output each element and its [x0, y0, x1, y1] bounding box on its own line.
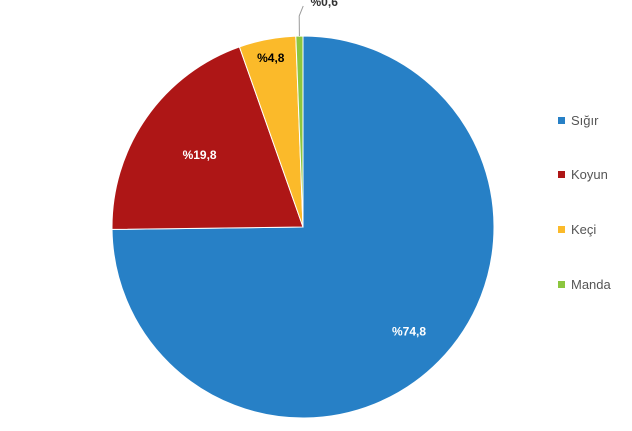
legend-item-keci[interactable]: Keçi [558, 221, 596, 237]
legend-swatch-keci [558, 225, 565, 233]
data-label-sigir: %74,8 [392, 325, 426, 339]
pie-slice-manda[interactable] [295, 35, 304, 228]
legend-label-keci: Keçi [571, 221, 597, 237]
legend-item-sigir[interactable]: Sığır [558, 112, 598, 128]
legend-item-manda[interactable]: Manda [558, 276, 611, 292]
legend-label-koyun: Koyun [571, 166, 608, 182]
legend-label-sigir: Sığır [571, 112, 599, 128]
legend-swatch-sigir [558, 116, 565, 124]
data-label-keci: %4,8 [257, 51, 285, 65]
data-label-manda: %0,6 [311, 0, 339, 9]
leader-line-manda [298, 5, 304, 37]
legend-swatch-manda [558, 280, 565, 288]
legend-swatch-koyun [558, 170, 565, 178]
legend-item-koyun[interactable]: Koyun [558, 166, 608, 182]
data-label-koyun: %19,8 [183, 148, 217, 162]
legend-label-manda: Manda [571, 276, 611, 292]
